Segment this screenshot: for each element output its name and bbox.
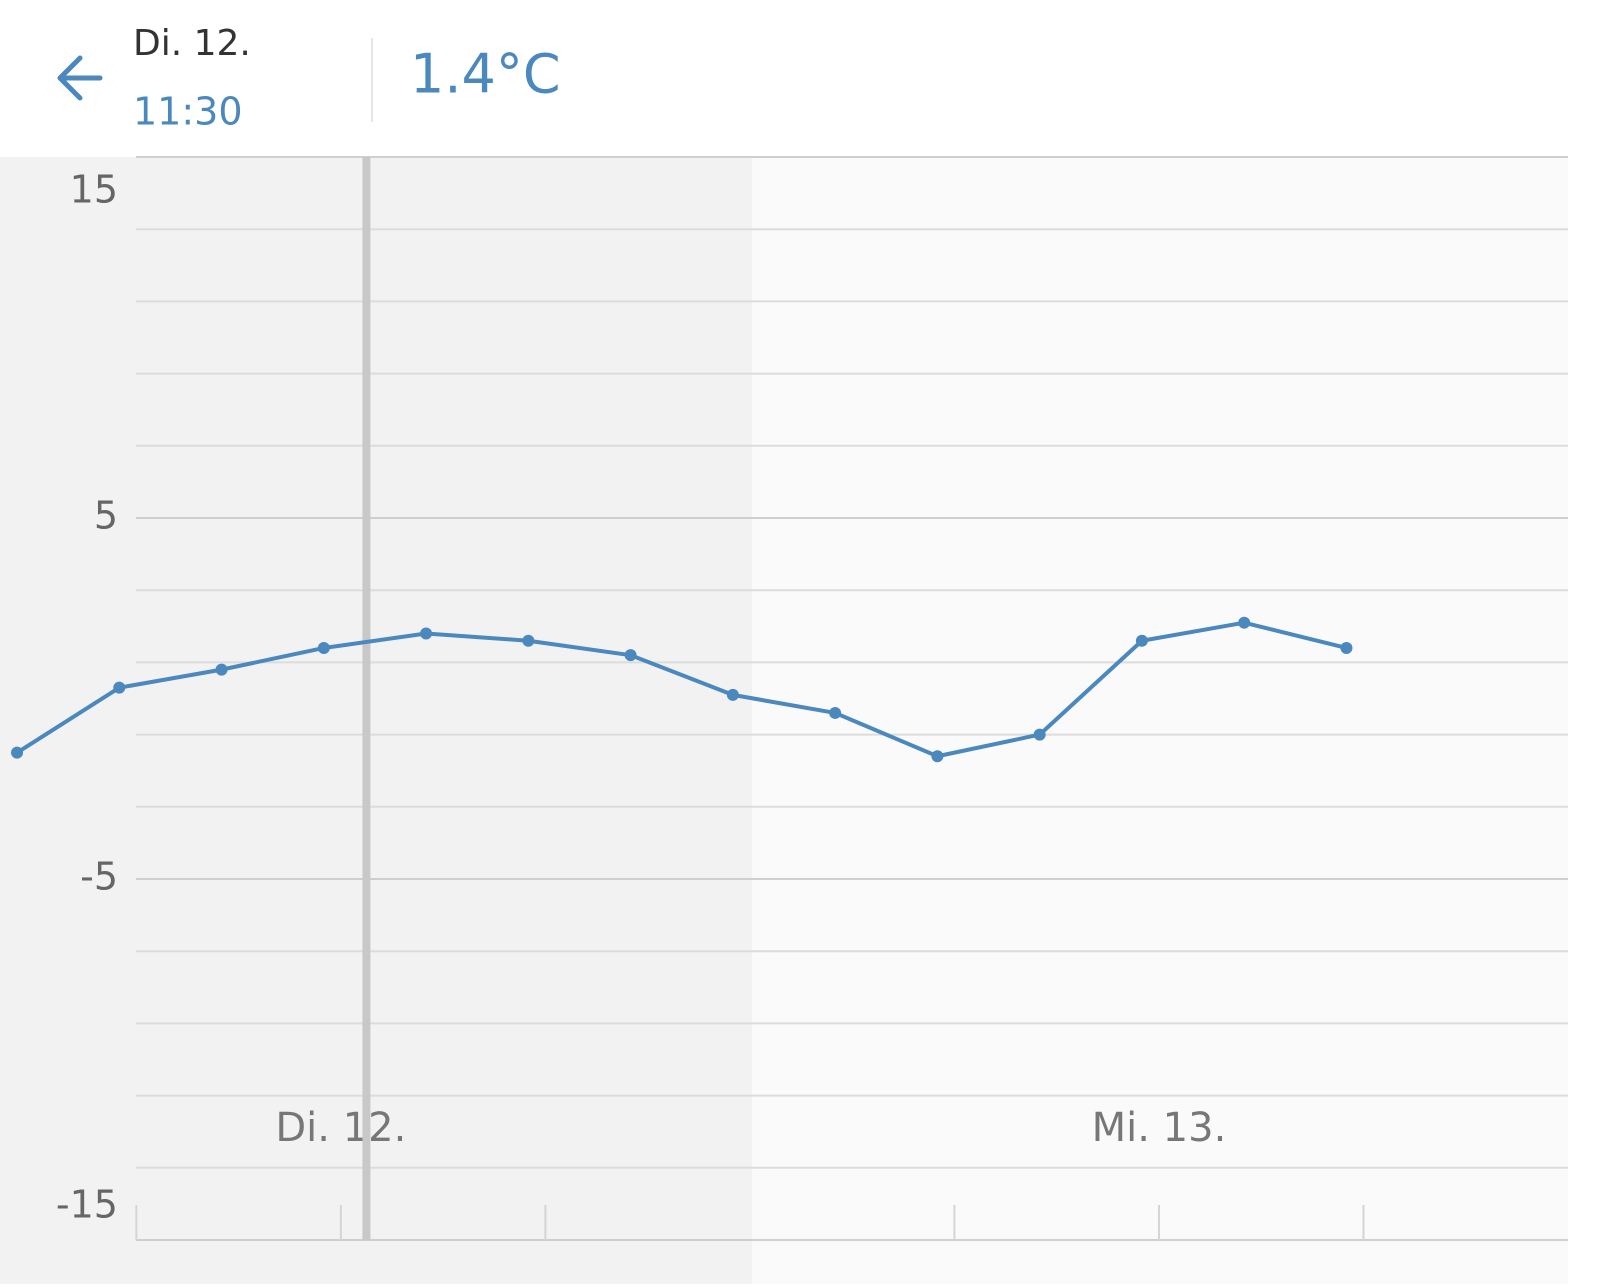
data-point (1340, 641, 1353, 654)
day-label: Di. 12. (275, 1105, 406, 1151)
header-time: 11:30 (133, 90, 243, 134)
data-point (726, 688, 739, 701)
data-point (1033, 728, 1046, 741)
back-arrow[interactable] (57, 55, 103, 101)
data-point (624, 649, 637, 662)
back-button[interactable] (57, 55, 103, 101)
data-point (11, 746, 24, 759)
data-point (829, 706, 842, 719)
data-point (1135, 634, 1148, 647)
data-point (931, 750, 944, 763)
data-point (215, 663, 228, 676)
header-date: Di. 12. (133, 23, 251, 64)
data-point (1238, 616, 1251, 629)
data-point (113, 681, 126, 694)
data-point (317, 641, 330, 654)
header-temperature: 1.4°C (410, 43, 561, 106)
y-tick-label: -5 (80, 855, 118, 899)
temperature-line (15, 620, 1347, 759)
y-tick-label: -15 (56, 1183, 118, 1227)
data-point (522, 634, 535, 647)
y-tick-label: 15 (70, 168, 118, 212)
day-label: Mi. 13. (1092, 1105, 1227, 1151)
y-tick-label: 5 (94, 494, 118, 538)
plot: -15 -5 5 15 Di. 12. Mi. 13. (11, 156, 1568, 1241)
data-point (420, 627, 433, 640)
